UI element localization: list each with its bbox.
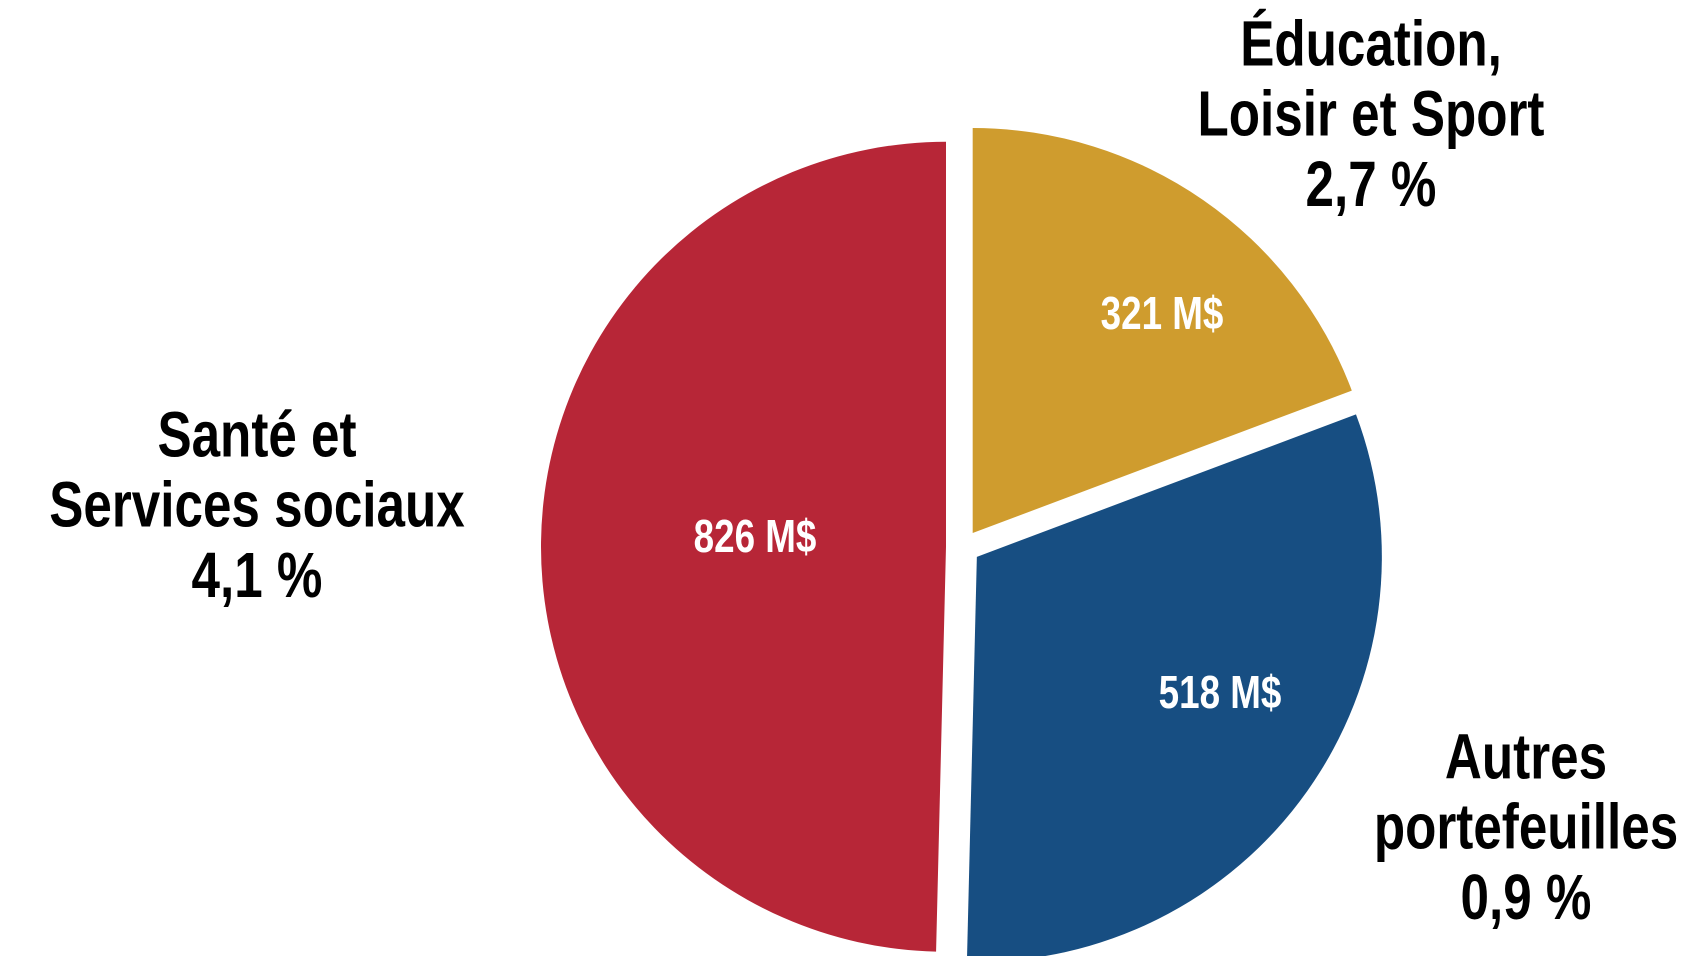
- category-label: Éducation, Loisir et Sport: [1198, 10, 1545, 151]
- value-label: 321 M$: [1101, 287, 1224, 339]
- annotation: 0,9 %: [1461, 863, 1592, 934]
- annotation: 2,7 %: [1306, 150, 1437, 221]
- annotation: 4,1 %: [192, 541, 323, 612]
- pie-slice: [967, 414, 1382, 956]
- value-label: 518 M$: [1159, 666, 1282, 718]
- pie-slice: [972, 128, 1352, 534]
- value-label: 826 M$: [694, 510, 817, 562]
- category-label: Santé et Services sociaux: [49, 401, 464, 542]
- category-label: Autres portefeuilles: [1374, 723, 1678, 864]
- pie-slice: [540, 141, 947, 952]
